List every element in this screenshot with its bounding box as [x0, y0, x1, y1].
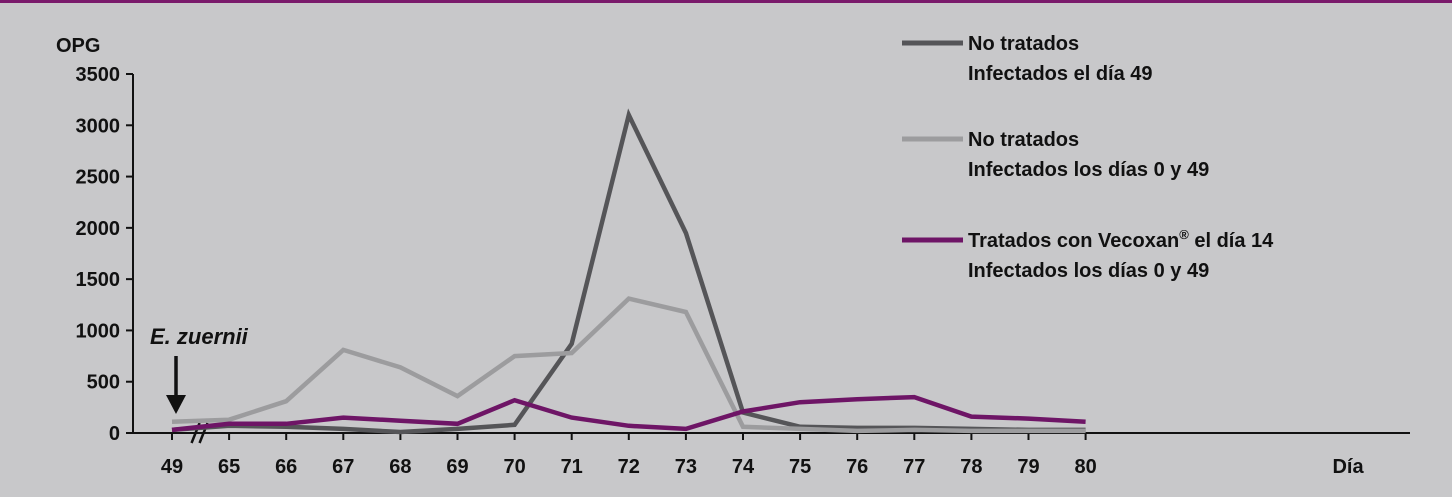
annotation-group: E. zuernii	[150, 324, 249, 414]
y-axis-title: OPG	[56, 35, 100, 57]
series-lines	[171, 108, 1086, 435]
x-tick-label: 66	[275, 456, 297, 478]
x-tick-label: 70	[503, 456, 525, 478]
y-tick-label: 2000	[76, 218, 121, 240]
x-tick-label: 73	[675, 456, 697, 478]
x-tick-label: 72	[618, 456, 640, 478]
x-axis-title: Día	[1332, 456, 1364, 478]
axes: 0 500 1000 1500 2000 2500 3000 3500 OPG 49 65 66 67 6…	[56, 35, 1410, 478]
legend-trademark: ®	[1179, 227, 1189, 242]
accent-top-rule	[0, 0, 1452, 3]
x-tick-label: 71	[561, 456, 583, 478]
series-line-1	[171, 108, 1086, 435]
x-tick-label: 76	[846, 456, 868, 478]
y-tick-label: 2500	[76, 167, 121, 189]
series-line-3	[171, 394, 1086, 433]
legend-label-line1: No tratados	[968, 129, 1079, 151]
y-tick-label: 1000	[76, 320, 121, 342]
x-tick-label: 77	[903, 456, 925, 478]
legend-label-line2: Infectados el día 49	[968, 63, 1153, 85]
series-line-2	[171, 296, 1086, 434]
legend: No tratados Infectados el día 49 No tratad…	[902, 33, 1274, 282]
legend-label-line2: Infectados los días 0 y 49	[968, 159, 1209, 181]
legend-label-line1: No tratados	[968, 33, 1079, 55]
x-tick-label: 74	[732, 456, 755, 478]
x-tick-label: 78	[960, 456, 982, 478]
legend-label-line2: Infectados los días 0 y 49	[968, 260, 1209, 282]
x-tick-label: 65	[218, 456, 240, 478]
x-tick-label: 80	[1074, 456, 1096, 478]
x-tick-label: 68	[389, 456, 411, 478]
y-tick-label: 3500	[76, 64, 121, 86]
legend-label-line1: Tratados con Vecoxan® el día 14	[968, 227, 1274, 252]
x-tick-label: 67	[332, 456, 354, 478]
annotation-label: E. zuernii	[150, 324, 249, 349]
x-tick-label: 79	[1017, 456, 1039, 478]
y-tick-label: 3000	[76, 115, 121, 137]
annotation-arrow-head	[166, 395, 186, 414]
y-tick-label: 1500	[76, 269, 121, 291]
y-tick-label: 0	[109, 423, 120, 445]
x-tick-label: 75	[789, 456, 811, 478]
y-tick-label: 500	[87, 372, 120, 394]
legend-label-suffix: el día 14	[1189, 230, 1274, 252]
x-tick-label: 69	[446, 456, 468, 478]
x-tick-label: 49	[161, 456, 183, 478]
